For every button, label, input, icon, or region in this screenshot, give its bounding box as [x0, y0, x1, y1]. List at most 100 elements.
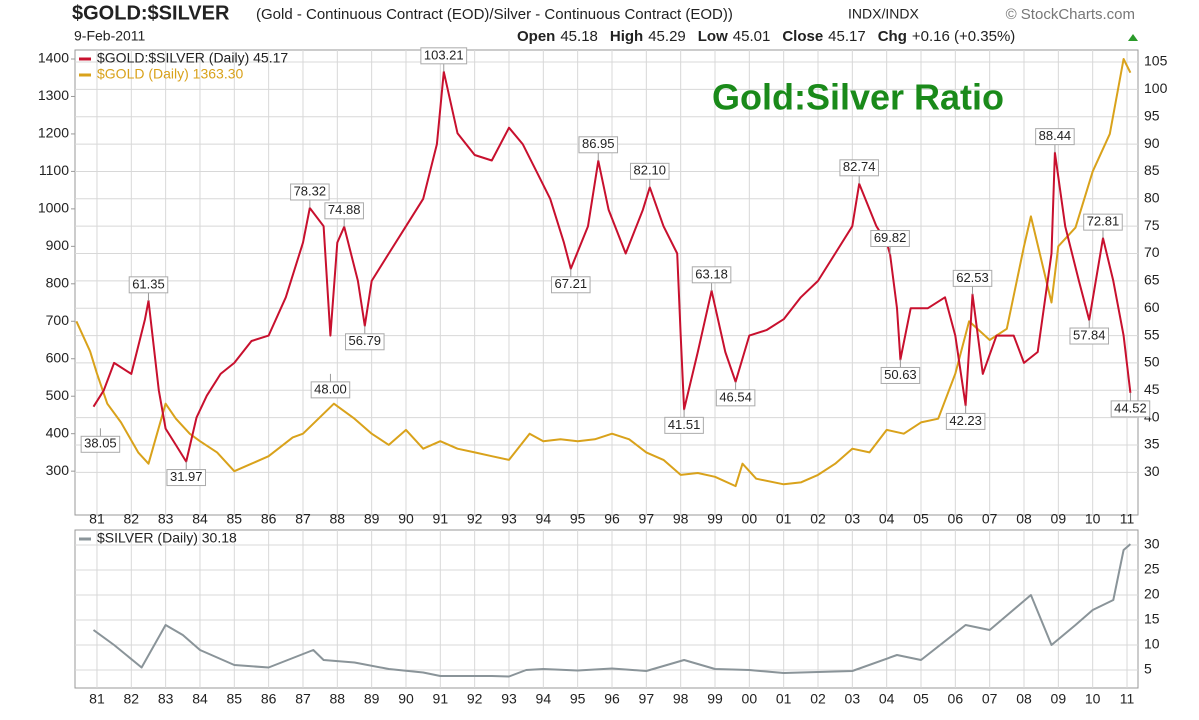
x-tick-label: 88: [330, 511, 346, 527]
annotation-label: 67.21: [555, 276, 588, 291]
x-tick-label: 97: [639, 691, 655, 707]
x-tick-label: 82: [124, 691, 140, 707]
x-tick-label: 01: [776, 511, 792, 527]
annotation-label: 57.84: [1073, 327, 1106, 342]
x-tick-label: 90: [398, 511, 414, 527]
annotation-label: 61.35: [132, 276, 165, 291]
x-tick-label: 81: [89, 691, 105, 707]
y2-tick-label: 95: [1144, 107, 1160, 123]
quote: Open 45.18 High 45.29 Low 45.01 Close 45.17 Chg +…: [517, 28, 1015, 45]
x-tick-label: 10: [1085, 511, 1101, 527]
x-tick-label: 98: [673, 691, 689, 707]
x-tick-label: 87: [295, 691, 311, 707]
quote-value: 45.29: [648, 28, 686, 45]
x-tick-label: 98: [673, 511, 689, 527]
y2-tick-label: 105: [1144, 53, 1168, 69]
legend-label: $GOLD (Daily) 1363.30: [97, 66, 244, 82]
y2-tick-label: 35: [1144, 436, 1160, 452]
annotation-box: [691, 266, 732, 284]
annotation-box: [880, 366, 921, 384]
x-tick-label: 93: [501, 691, 517, 707]
quote-label: Low: [698, 28, 728, 45]
x-tick-label: 02: [810, 511, 826, 527]
annotation-label: 31.97: [170, 469, 203, 484]
x-tick-label: 84: [192, 511, 208, 527]
annotation-box: [629, 162, 670, 180]
annotation-box: [839, 159, 879, 177]
y2-tick-label: 55: [1144, 326, 1160, 342]
x-tick-label: 07: [982, 691, 998, 707]
y2-tick-label: 90: [1144, 135, 1160, 151]
x-tick-label: 00: [742, 511, 758, 527]
annotation-box: [715, 389, 756, 407]
annotation-label: 74.88: [328, 202, 361, 217]
series-line: [92, 70, 1132, 463]
x-tick-label: 00: [742, 691, 758, 707]
annotation-label: 38.05: [84, 436, 117, 451]
y2-tick-label: 60: [1144, 299, 1160, 315]
quote-value: 45.17: [828, 28, 866, 45]
x-tick-label: 90: [398, 691, 414, 707]
y-tick-label: 1100: [39, 162, 69, 178]
x-tick-label: 05: [913, 691, 929, 707]
quote-value: 45.01: [733, 28, 771, 45]
annotation-box: [1069, 327, 1110, 345]
y-tick-label: 800: [46, 275, 70, 291]
annotation-label: 50.63: [884, 367, 917, 382]
x-tick-label: 86: [261, 691, 277, 707]
annotation-label: 103.21: [424, 47, 464, 62]
x-tick-label: 84: [192, 691, 208, 707]
y-tick-label: 400: [46, 424, 70, 440]
x-tick-label: 91: [433, 691, 449, 707]
annotation-label: 48.00: [314, 381, 347, 396]
y2-tick-label: 15: [1144, 611, 1160, 627]
x-tick-label: 06: [948, 691, 964, 707]
annotation-box: [1035, 128, 1075, 146]
y-tick-label: 700: [46, 312, 70, 328]
series-line: [75, 58, 1132, 488]
x-tick-label: 99: [707, 691, 723, 707]
quote-label: Open: [517, 28, 555, 45]
y2-tick-label: 80: [1144, 190, 1160, 206]
x-tick-label: 93: [501, 511, 517, 527]
x-tick-label: 96: [604, 691, 620, 707]
y-tick-label: 500: [46, 387, 70, 403]
y2-tick-label: 10: [1144, 636, 1160, 652]
annotation-box: [1110, 400, 1151, 418]
annotation-label: 62.53: [956, 270, 989, 285]
annotation-label: 44.52: [1114, 400, 1147, 415]
y2-tick-label: 70: [1144, 244, 1160, 260]
x-tick-label: 83: [158, 691, 174, 707]
x-tick-label: 85: [227, 511, 243, 527]
annotation-box: [345, 333, 385, 351]
x-tick-label: 86: [261, 511, 277, 527]
quote-label: High: [610, 28, 643, 45]
quote-label: Chg: [878, 28, 907, 45]
y2-tick-label: 5: [1144, 661, 1152, 677]
x-tick-label: 03: [845, 691, 861, 707]
y-tick-label: 600: [46, 349, 70, 365]
x-tick-label: 89: [364, 691, 380, 707]
quote-value: 45.18: [560, 28, 598, 45]
annotation-box: [1083, 213, 1123, 231]
x-tick-label: 99: [707, 511, 723, 527]
x-tick-label: 11: [1120, 691, 1135, 707]
annotation-label: 69.82: [874, 230, 907, 245]
x-tick-label: 91: [433, 511, 449, 527]
x-tick-label: 97: [639, 511, 655, 527]
quote-value: +0.16 (+0.35%): [912, 28, 1015, 45]
annotation-label: 72.81: [1087, 214, 1120, 229]
annotation-label: 63.18: [695, 266, 728, 281]
chart-title: Gold:Silver Ratio: [712, 77, 1004, 118]
annotation-label: 41.51: [668, 417, 701, 432]
annotation-label: 56.79: [349, 333, 382, 348]
symbol: $GOLD:$SILVER: [72, 2, 230, 24]
x-tick-label: 94: [536, 691, 552, 707]
x-tick-label: 04: [879, 511, 895, 527]
annotation-box: [420, 47, 468, 65]
x-tick-label: 03: [845, 511, 861, 527]
x-tick-label: 11: [1120, 511, 1135, 527]
annotation-box: [578, 136, 619, 154]
annotation-box: [324, 202, 364, 220]
plot-area: [74, 529, 1139, 689]
